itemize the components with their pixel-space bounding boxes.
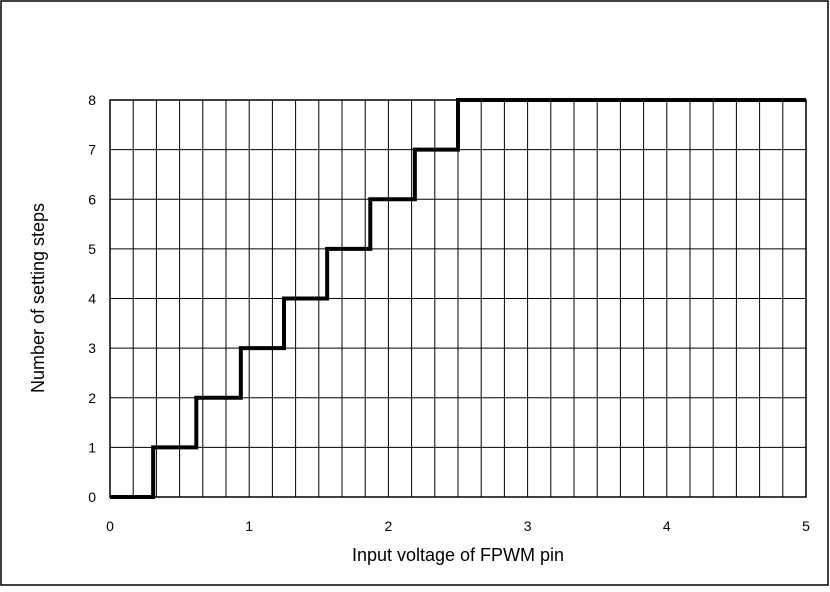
x-tick-label: 4 [663,518,671,534]
y-axis-title: Number of setting steps [28,203,48,393]
x-axis-title: Input voltage of FPWM pin [352,545,564,565]
y-tick-label: 3 [88,340,96,356]
series-step-line [110,98,806,499]
series-layer [110,98,806,499]
x-tick-label: 5 [802,518,810,534]
y-tick-label: 2 [88,390,96,406]
y-tick-label: 8 [88,92,96,108]
y-tick-label: 1 [88,439,96,455]
y-tick-label: 7 [88,142,96,158]
x-tick-label: 2 [385,518,393,534]
y-tick-label: 0 [88,489,96,505]
y-tick-label: 6 [88,191,96,207]
grid [110,100,806,497]
x-tick-labels: 0 1 2 3 4 5 [106,518,810,534]
y-tick-labels: 0 1 2 3 4 5 6 7 8 [88,92,96,505]
y-tick-label: 5 [88,241,96,257]
x-tick-label: 1 [245,518,253,534]
x-tick-label: 0 [106,518,114,534]
y-tick-label: 4 [88,291,96,307]
x-tick-label: 3 [524,518,532,534]
